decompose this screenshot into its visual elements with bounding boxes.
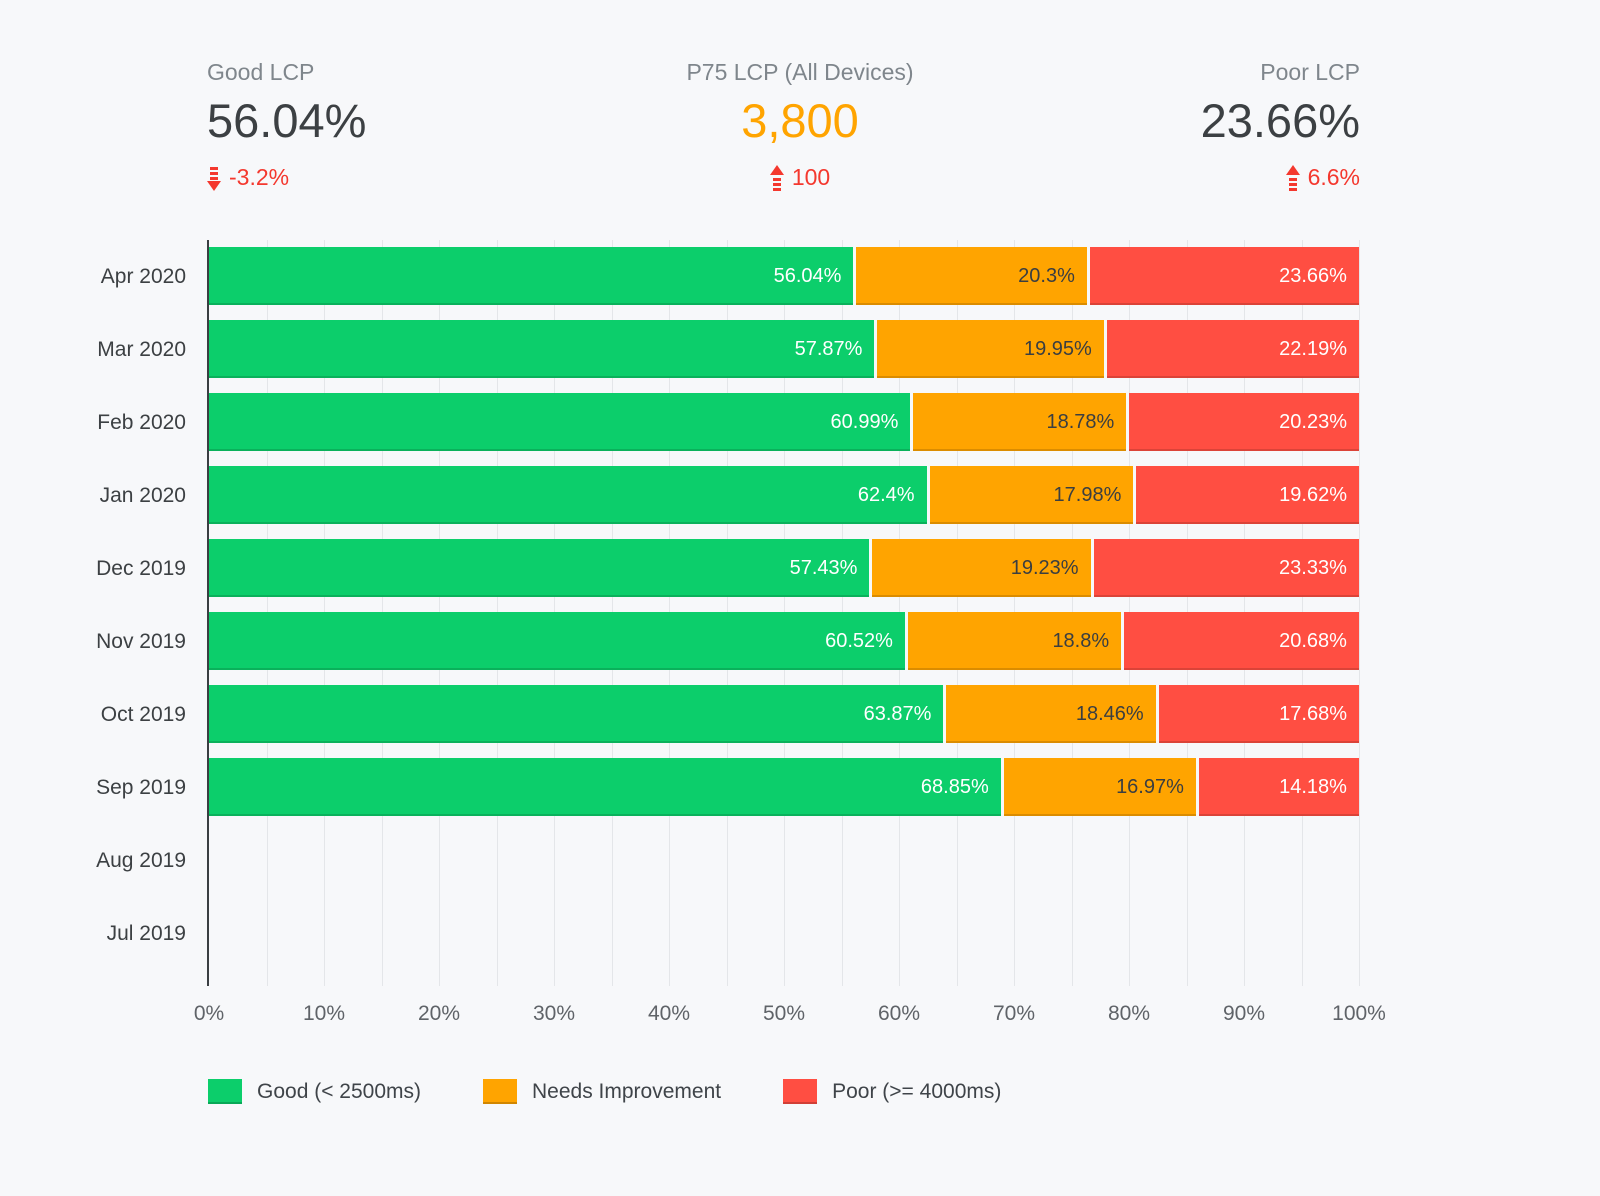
- category-label: Dec 2019: [96, 556, 186, 580]
- category-label: Jul 2019: [106, 921, 186, 945]
- trend-up-icon: [769, 164, 784, 191]
- legend-item[interactable]: Good (< 2500ms): [208, 1079, 421, 1104]
- legend-swatch: [483, 1079, 518, 1104]
- x-axis-tick-label: 80%: [1107, 1002, 1151, 1025]
- bar-segment[interactable]: 22.19%: [1103, 320, 1359, 378]
- trend-up-icon: [1285, 164, 1300, 191]
- category-label: Aug 2019: [96, 848, 186, 872]
- chart-legend: Good (< 2500ms) Needs Improvement Poor (>=…: [208, 1079, 1063, 1104]
- bar-row: 63.87% 18.46% 17.68%: [209, 685, 1359, 743]
- x-axis-tick-label: 0%: [193, 1002, 225, 1025]
- x-axis-tick-label: 90%: [1222, 1002, 1266, 1025]
- kpi-poor-lcp-delta: 6.6%: [1201, 164, 1360, 191]
- category-label: Mar 2020: [97, 337, 186, 361]
- bar-segment[interactable]: 18.8%: [904, 612, 1122, 670]
- bar-segment[interactable]: 57.87%: [209, 320, 875, 378]
- x-axis-tick-label: 100%: [1332, 1002, 1386, 1025]
- bar-segment[interactable]: 20.68%: [1121, 612, 1359, 670]
- bar-segment[interactable]: 16.97%: [1000, 758, 1196, 816]
- bar-segment[interactable]: 57.43%: [209, 539, 870, 597]
- legend-label: Needs Improvement: [532, 1079, 722, 1103]
- bar-row: 60.99% 18.78% 20.23%: [209, 393, 1359, 451]
- legend-label: Good (< 2500ms): [257, 1079, 422, 1103]
- x-axis-tick-label: 70%: [992, 1002, 1036, 1025]
- x-axis-tick-label: 30%: [532, 1002, 576, 1025]
- bar-segment[interactable]: 63.87%: [209, 685, 944, 743]
- category-label: Apr 2020: [100, 264, 186, 288]
- category-label: Nov 2019: [96, 629, 186, 653]
- category-label: Sep 2019: [96, 775, 186, 799]
- kpi-good-lcp: Good LCP 56.04% -3.2%: [207, 58, 366, 191]
- bar-segment[interactable]: 62.4%: [209, 466, 927, 524]
- category-label: Jan 2020: [99, 483, 186, 507]
- bar-row: 56.04% 20.3% 23.66%: [209, 247, 1359, 305]
- bar-segment[interactable]: 19.95%: [874, 320, 1104, 378]
- x-axis-tick-label: 40%: [647, 1002, 691, 1025]
- bar-row: 62.4% 17.98% 19.62%: [209, 466, 1359, 524]
- bar-segment[interactable]: 20.3%: [853, 247, 1087, 305]
- bar-segment[interactable]: 23.66%: [1086, 247, 1359, 305]
- x-axis-tick-label: 20%: [417, 1002, 461, 1025]
- plot-area: 56.04% 20.3% 23.66% 57.87% 19.95% 22.19% 60.99…: [209, 240, 1360, 986]
- category-label: Feb 2020: [97, 410, 186, 434]
- kpi-p75-lcp-delta-value: 100: [791, 164, 831, 190]
- x-axis-tick-label: 10%: [302, 1002, 346, 1025]
- legend-label: Poor (>= 4000ms): [832, 1079, 1002, 1103]
- kpi-poor-lcp-value: 23.66%: [1200, 94, 1360, 147]
- bar-row: [209, 831, 1359, 889]
- x-axis-tick-label: 60%: [877, 1002, 921, 1025]
- bar-segment[interactable]: 19.23%: [869, 539, 1091, 597]
- kpi-good-lcp-delta: -3.2%: [207, 164, 366, 191]
- kpi-good-lcp-value: 56.04%: [207, 94, 367, 147]
- lcp-stacked-bar-chart: 56.04% 20.3% 23.66% 57.87% 19.95% 22.19% 60.99…: [0, 240, 1600, 1025]
- bar-segment[interactable]: 56.04%: [209, 247, 854, 305]
- bar-row: 60.52% 18.8% 20.68%: [209, 612, 1359, 670]
- kpi-poor-lcp-label: Poor LCP: [1260, 59, 1360, 85]
- bar-segment[interactable]: 19.62%: [1133, 466, 1359, 524]
- legend-item[interactable]: Poor (>= 4000ms): [783, 1079, 1001, 1104]
- category-label: Oct 2019: [100, 702, 186, 726]
- bar-segment[interactable]: 17.68%: [1155, 685, 1359, 743]
- kpi-good-lcp-delta-value: -3.2%: [229, 164, 290, 190]
- bar-row: 68.85% 16.97% 14.18%: [209, 758, 1359, 816]
- legend-item[interactable]: Needs Improvement: [483, 1079, 721, 1104]
- bar-segment[interactable]: 17.98%: [926, 466, 1134, 524]
- legend-swatch: [783, 1079, 818, 1104]
- bar-segment[interactable]: 18.78%: [910, 393, 1127, 451]
- legend-swatch: [208, 1079, 242, 1104]
- bar-row: 57.87% 19.95% 22.19%: [209, 320, 1359, 378]
- bar-segment[interactable]: 68.85%: [209, 758, 1001, 816]
- bar-row: [209, 904, 1359, 962]
- kpi-poor-lcp: Poor LCP 23.66% 6.6%: [1201, 58, 1360, 191]
- y-axis-line: [207, 240, 209, 986]
- bar-segment[interactable]: 18.46%: [943, 685, 1156, 743]
- bar-segment[interactable]: 14.18%: [1195, 758, 1359, 816]
- x-axis-tick-label: 50%: [762, 1002, 806, 1025]
- gridline: [1359, 240, 1360, 986]
- bar-segment[interactable]: 23.33%: [1090, 539, 1359, 597]
- bar-segment[interactable]: 60.52%: [209, 612, 905, 670]
- kpi-good-lcp-label: Good LCP: [207, 59, 315, 85]
- bar-row: 57.43% 19.23% 23.33%: [209, 539, 1359, 597]
- trend-down-icon: [207, 165, 221, 191]
- bar-segment[interactable]: 20.23%: [1126, 393, 1359, 451]
- bar-segment[interactable]: 60.99%: [209, 393, 911, 451]
- kpi-poor-lcp-delta-value: 6.6%: [1307, 164, 1360, 190]
